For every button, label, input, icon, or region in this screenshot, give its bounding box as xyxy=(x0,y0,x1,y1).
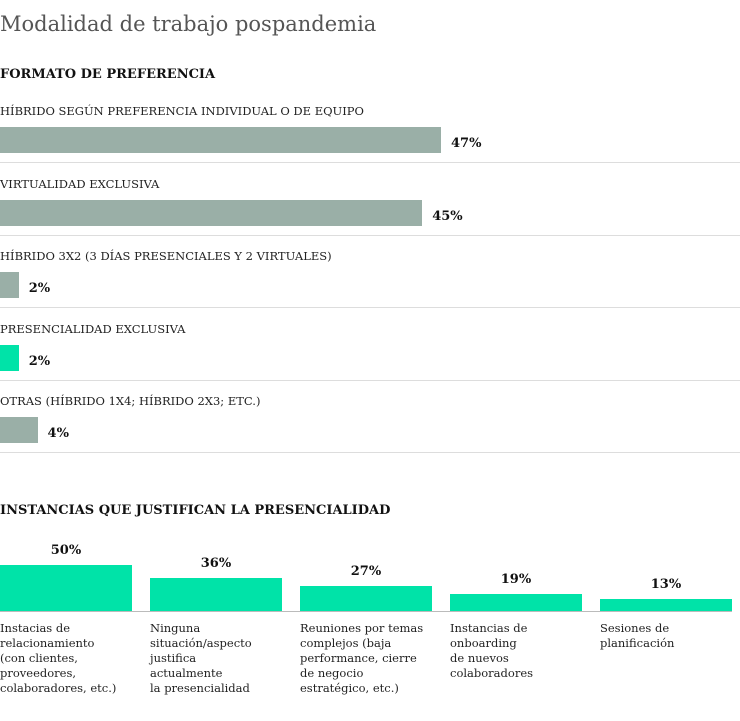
value-label: 27% xyxy=(350,564,382,580)
value-label: 45% xyxy=(432,208,463,224)
separator xyxy=(0,234,740,236)
category-label: Instancias de onboarding de nuevos colab… xyxy=(450,621,534,680)
category-label: Sesiones de planificación xyxy=(600,621,675,650)
bar xyxy=(0,272,19,298)
bar xyxy=(0,199,423,226)
bar xyxy=(300,586,432,611)
page-title: Modalidad de trabajo pospandemia xyxy=(0,12,377,36)
bar xyxy=(600,599,732,611)
category-label: Reuniones por temas complejos (baja perf… xyxy=(300,621,424,695)
baseline xyxy=(0,611,732,612)
chart-subtitle: FORMATO DE PREFERENCIA xyxy=(0,67,216,82)
value-label: 19% xyxy=(500,571,532,587)
category-label: OTRAS (HÍBRIDO 1X4; HÍBRIDO 2X3; ETC.) xyxy=(0,394,261,408)
category-label: PRESENCIALIDAD EXCLUSIVA xyxy=(0,321,186,336)
bar xyxy=(0,565,132,611)
value-label: 13% xyxy=(650,577,682,593)
value-label: 47% xyxy=(451,136,482,151)
chart-subtitle: INSTANCIAS QUE JUSTIFICAN LA PRESENCIALI… xyxy=(0,503,391,518)
separator xyxy=(0,452,740,453)
bar xyxy=(0,344,19,371)
category-label: Instacias de relacionamiento (con client… xyxy=(0,621,117,695)
category-label: HÍBRIDO 3X2 (3 DÍAS PRESENCIALES Y 2 VIR… xyxy=(0,249,332,263)
category-label: VIRTUALIDAD EXCLUSIVA xyxy=(0,176,160,191)
bar xyxy=(450,593,582,611)
bar xyxy=(150,577,282,611)
category-label: HÍBRIDO SEGÚN PREFERENCIA INDIVIDUAL O D… xyxy=(0,104,364,118)
value-label: 2% xyxy=(28,281,51,296)
separator xyxy=(0,379,740,381)
value-label: 4% xyxy=(47,426,69,441)
separator xyxy=(0,307,740,308)
value-label: 50% xyxy=(50,543,82,558)
bar xyxy=(0,417,38,443)
category-label: Ninguna situación/aspecto justifica actu… xyxy=(150,621,252,695)
bar xyxy=(0,127,441,153)
value-label: 36% xyxy=(200,555,232,571)
value-label: 2% xyxy=(28,353,51,369)
separator xyxy=(0,162,740,163)
